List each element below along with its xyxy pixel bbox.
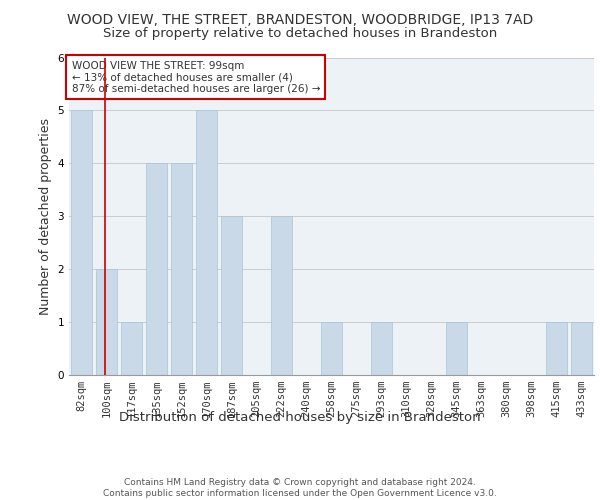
Y-axis label: Number of detached properties: Number of detached properties [39,118,52,315]
Text: Contains HM Land Registry data © Crown copyright and database right 2024.
Contai: Contains HM Land Registry data © Crown c… [103,478,497,498]
Text: WOOD VIEW THE STREET: 99sqm
← 13% of detached houses are smaller (4)
87% of semi: WOOD VIEW THE STREET: 99sqm ← 13% of det… [71,60,320,94]
Bar [221,216,242,375]
Text: Size of property relative to detached houses in Brandeston: Size of property relative to detached ho… [103,28,497,40]
Bar [196,110,217,375]
Bar [371,322,392,375]
Text: WOOD VIEW, THE STREET, BRANDESTON, WOODBRIDGE, IP13 7AD: WOOD VIEW, THE STREET, BRANDESTON, WOODB… [67,12,533,26]
Bar [571,322,592,375]
Bar [146,164,167,375]
Bar [171,164,192,375]
Bar [546,322,567,375]
Bar [96,269,117,375]
Bar [446,322,467,375]
Bar [121,322,142,375]
Bar [321,322,342,375]
Bar [71,110,92,375]
Bar [271,216,292,375]
Text: Distribution of detached houses by size in Brandeston: Distribution of detached houses by size … [119,411,481,424]
